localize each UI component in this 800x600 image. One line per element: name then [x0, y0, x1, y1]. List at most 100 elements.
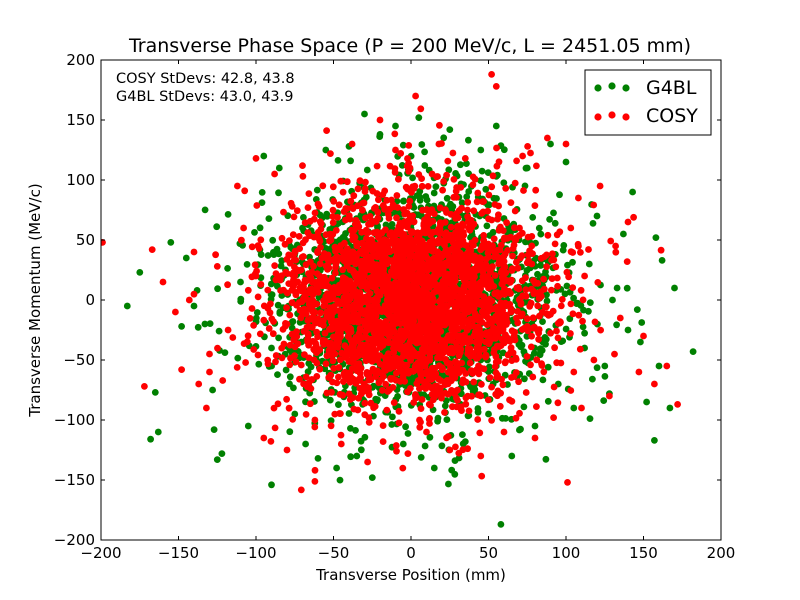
scatter-point-g4bl	[307, 363, 315, 371]
scatter-point-cosy	[523, 353, 531, 360]
scatter-point-cosy	[478, 472, 486, 480]
scatter-point-cosy	[329, 325, 336, 333]
scatter-point-cosy	[348, 204, 356, 212]
scatter-point-g4bl	[562, 325, 570, 333]
scatter-point-cosy	[515, 378, 522, 386]
scatter-point-cosy	[360, 273, 367, 281]
scatter-point-cosy	[525, 257, 532, 264]
scatter-point-cosy	[459, 237, 467, 244]
scatter-point-cosy	[332, 247, 339, 255]
scatter-point-g4bl	[234, 354, 242, 362]
scatter-point-cosy	[224, 281, 232, 289]
scatter-point-cosy	[308, 268, 316, 276]
scatter-point-cosy	[410, 367, 418, 375]
scatter-point-cosy	[398, 361, 406, 368]
scatter-point-cosy	[375, 196, 382, 204]
scatter-point-g4bl	[276, 308, 284, 316]
scatter-point-g4bl	[332, 238, 340, 246]
scatter-point-cosy	[219, 377, 227, 384]
scatter-point-cosy	[417, 405, 425, 412]
scatter-point-cosy	[309, 279, 316, 286]
scatter-point-cosy	[533, 162, 540, 170]
scatter-point-cosy	[339, 188, 347, 196]
scatter-point-cosy	[563, 268, 571, 276]
scatter-point-cosy	[519, 326, 526, 333]
scatter-point-g4bl	[486, 363, 493, 371]
scatter-point-cosy	[524, 143, 531, 150]
scatter-point-g4bl	[258, 199, 266, 207]
scatter-point-cosy	[434, 354, 441, 362]
scatter-point-g4bl	[484, 169, 492, 177]
scatter-point-cosy	[611, 350, 618, 358]
scatter-point-g4bl	[457, 161, 464, 169]
scatter-point-cosy	[362, 357, 370, 365]
scatter-point-cosy	[320, 302, 328, 310]
scatter-point-g4bl	[566, 315, 574, 323]
scatter-point-cosy	[488, 183, 496, 191]
scatter-point-g4bl	[418, 141, 426, 148]
scatter-point-cosy	[248, 243, 256, 251]
scatter-point-g4bl	[550, 209, 557, 217]
scatter-point-cosy	[388, 196, 395, 204]
scatter-point-cosy	[286, 237, 293, 245]
scatter-point-g4bl	[268, 344, 275, 352]
scatter-point-cosy	[491, 290, 499, 298]
scatter-point-g4bl	[445, 480, 452, 488]
scatter-point-cosy	[302, 411, 310, 418]
scatter-point-g4bl	[182, 254, 190, 262]
scatter-point-g4bl	[497, 521, 505, 528]
scatter-point-g4bl	[445, 166, 453, 174]
scatter-point-g4bl	[531, 422, 539, 430]
scatter-point-cosy	[479, 273, 487, 280]
scatter-point-cosy	[293, 207, 301, 215]
scatter-point-cosy	[522, 286, 530, 294]
scatter-point-cosy	[512, 414, 520, 422]
scatter-point-cosy	[501, 291, 509, 298]
scatter-point-cosy	[501, 263, 509, 271]
scatter-point-cosy	[470, 350, 477, 357]
scatter-point-cosy	[478, 380, 485, 388]
scatter-point-g4bl	[239, 241, 247, 249]
scatter-point-g4bl	[440, 134, 448, 142]
scatter-point-cosy	[512, 236, 520, 244]
scatter-point-cosy	[286, 361, 294, 369]
scatter-point-cosy	[257, 281, 265, 288]
scatter-point-g4bl	[483, 222, 491, 230]
scatter-point-g4bl	[589, 220, 597, 227]
scatter-point-g4bl	[459, 431, 466, 438]
scatter-point-cosy	[452, 443, 459, 451]
scatter-point-cosy	[302, 373, 310, 381]
scatter-point-cosy	[497, 269, 505, 276]
scatter-point-g4bl	[441, 402, 449, 410]
scatter-point-cosy	[501, 285, 508, 293]
scatter-point-cosy	[407, 356, 414, 364]
scatter-point-cosy	[355, 394, 362, 402]
scatter-point-cosy	[267, 438, 275, 445]
scatter-point-cosy	[577, 249, 584, 256]
scatter-point-cosy	[316, 260, 324, 268]
scatter-point-cosy	[534, 302, 542, 310]
scatter-point-cosy	[367, 399, 375, 407]
scatter-point-cosy	[280, 340, 288, 348]
scatter-point-cosy	[327, 422, 335, 430]
scatter-point-cosy	[520, 187, 527, 194]
scatter-point-g4bl	[534, 270, 541, 278]
scatter-point-cosy	[351, 288, 359, 296]
scatter-point-g4bl	[523, 164, 531, 172]
scatter-point-g4bl	[274, 371, 281, 378]
scatter-point-cosy	[369, 283, 377, 291]
scatter-point-g4bl	[404, 430, 412, 437]
scatter-point-cosy	[540, 275, 547, 283]
scatter-point-g4bl	[333, 464, 340, 472]
scatter-point-cosy	[464, 345, 472, 352]
scatter-point-cosy	[552, 263, 560, 271]
scatter-point-cosy	[541, 303, 549, 311]
scatter-point-g4bl	[399, 141, 407, 149]
scatter-point-g4bl	[258, 189, 266, 196]
scatter-point-g4bl	[413, 192, 421, 200]
scatter-point-cosy	[379, 422, 387, 429]
scatter-point-cosy	[417, 371, 425, 379]
scatter-point-cosy	[424, 183, 432, 190]
scatter-point-cosy	[292, 291, 300, 299]
scatter-point-cosy	[465, 407, 473, 415]
